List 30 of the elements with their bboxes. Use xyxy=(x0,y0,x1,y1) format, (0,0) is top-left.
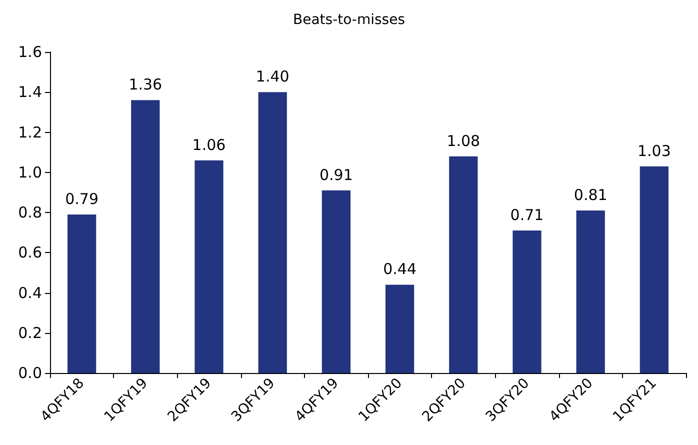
bar xyxy=(131,100,160,373)
data-label: 0.79 xyxy=(65,190,99,208)
y-tick-label: 1.0 xyxy=(18,163,42,182)
data-label: 1.36 xyxy=(128,76,162,94)
y-tick-label: 0.0 xyxy=(18,364,42,382)
data-label: 1.03 xyxy=(637,142,671,160)
bar xyxy=(258,92,287,373)
y-tick-label: 0.2 xyxy=(18,324,42,342)
bar xyxy=(640,166,669,373)
y-tick-label: 1.6 xyxy=(18,43,42,61)
y-tick-label: 1.4 xyxy=(18,83,42,102)
data-label: 1.08 xyxy=(446,132,480,150)
bar xyxy=(576,210,605,373)
bar xyxy=(194,160,224,373)
y-tick-label: 0.4 xyxy=(18,284,42,302)
bar xyxy=(67,214,96,373)
data-label: 1.06 xyxy=(192,136,226,154)
bar xyxy=(385,284,414,373)
data-label: 0.44 xyxy=(383,260,417,278)
bar xyxy=(449,156,478,373)
data-label: 0.81 xyxy=(574,186,608,204)
bar xyxy=(512,230,542,373)
y-tick-label: 0.6 xyxy=(18,244,42,262)
data-label: 0.71 xyxy=(510,206,544,224)
data-label: 0.91 xyxy=(319,166,353,184)
y-tick-label: 0.8 xyxy=(18,204,42,222)
y-tick-label: 1.2 xyxy=(18,123,42,142)
bar xyxy=(322,190,351,373)
data-label: 1.40 xyxy=(256,68,290,86)
chart-title: Beats-to-misses xyxy=(292,12,406,28)
